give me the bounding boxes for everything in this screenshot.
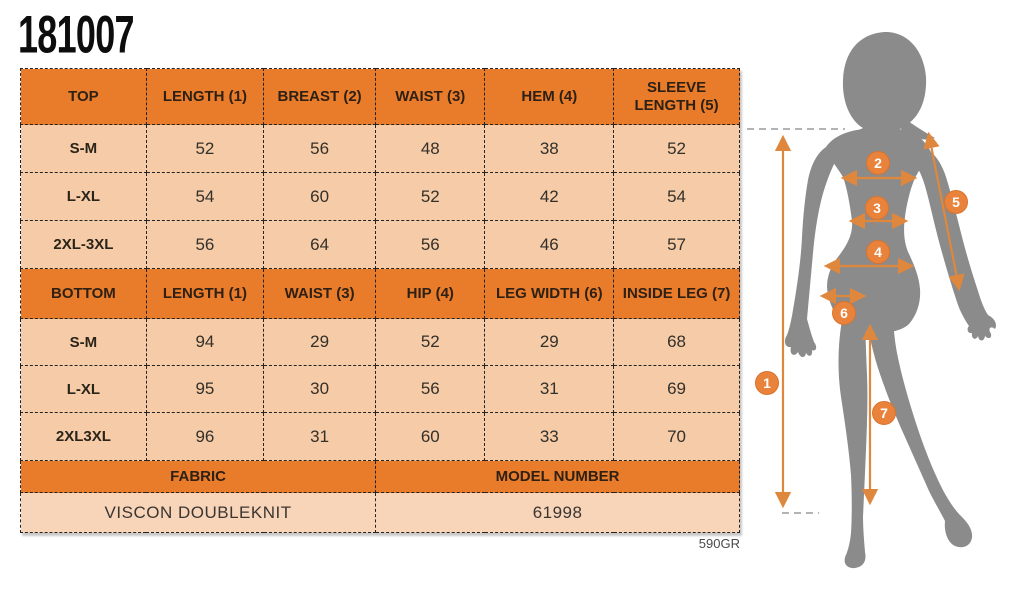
measurement-figure: 1 2 3 4 5 [745, 25, 1024, 581]
size-table: TOP LENGTH (1) BREAST (2) WAIST (3) HEM … [19, 68, 740, 533]
table-row: 2XL-3XL 56 64 56 46 57 [20, 220, 740, 269]
header-length-1: LENGTH (1) [145, 68, 265, 125]
top-header-row: TOP LENGTH (1) BREAST (2) WAIST (3) HEM … [20, 68, 740, 125]
size-label: L-XL [20, 172, 147, 221]
measurement-cell: 96 [145, 412, 265, 461]
table-row: S-M 94 29 52 29 68 [20, 318, 740, 366]
measurement-cell: 64 [262, 220, 377, 269]
header-top: TOP [20, 68, 147, 125]
measurement-cell: 42 [484, 172, 615, 221]
measurement-cell: 57 [613, 220, 740, 269]
header-waist-3: WAIST (3) [262, 268, 377, 319]
arrow-5-sleeve [923, 131, 965, 292]
header-fabric: FABRIC [19, 460, 377, 493]
measurement-cell: 70 [613, 412, 740, 461]
bottom-header-row: BOTTOM LENGTH (1) WAIST (3) HIP (4) LEG … [20, 268, 740, 319]
table-row: 2XL3XL 96 31 60 33 70 [20, 412, 740, 461]
marker-7: 7 [872, 401, 896, 425]
measurement-cell: 31 [262, 412, 377, 461]
fabric-weight-note: 590GR [698, 536, 740, 551]
size-label: 2XL3XL [20, 412, 147, 461]
size-label: 2XL-3XL [20, 220, 147, 269]
marker-1: 1 [755, 371, 779, 395]
marker-5: 5 [944, 190, 968, 214]
measurement-cell: 60 [375, 412, 486, 461]
marker-4: 4 [866, 240, 890, 264]
header-hem-4: HEM (4) [484, 68, 615, 125]
marker-2-label: 2 [874, 155, 882, 171]
measurement-cell: 29 [484, 318, 615, 366]
woman-silhouette-icon [784, 31, 997, 569]
marker-6-label: 6 [840, 305, 848, 321]
header-breast-2: BREAST (2) [262, 68, 377, 125]
header-model-number: MODEL NUMBER [375, 460, 740, 493]
measurement-cell: 56 [145, 220, 265, 269]
measurement-cell: 46 [484, 220, 615, 269]
measurement-cell: 54 [613, 172, 740, 221]
measurement-cell: 69 [613, 365, 740, 413]
marker-badges: 1 2 3 4 5 [755, 151, 968, 425]
header-sleeve-length-5: SLEEVE LENGTH (5) [613, 68, 740, 125]
measurement-cell: 54 [145, 172, 265, 221]
measurement-cell: 31 [484, 365, 615, 413]
measurement-cell: 52 [613, 124, 740, 173]
model-number-value: 61998 [375, 492, 740, 533]
marker-2: 2 [866, 151, 890, 175]
measurement-cell: 68 [613, 318, 740, 366]
marker-3-label: 3 [873, 200, 881, 216]
measurement-cell: 56 [262, 124, 377, 173]
header-length-1: LENGTH (1) [145, 268, 265, 319]
size-label: S-M [20, 124, 147, 173]
marker-6: 6 [832, 301, 856, 325]
measurement-cell: 60 [262, 172, 377, 221]
measurement-cell: 29 [262, 318, 377, 366]
header-inside-leg-7: INSIDE LEG (7) [613, 268, 740, 319]
table-row: L-XL 54 60 52 42 54 [20, 172, 740, 221]
measurement-cell: 95 [145, 365, 265, 413]
marker-3: 3 [865, 196, 889, 220]
info-header-row: FABRIC MODEL NUMBER [19, 460, 740, 493]
marker-7-label: 7 [880, 405, 888, 421]
product-code: 181007 [18, 5, 135, 64]
measurement-cell: 48 [375, 124, 486, 173]
header-leg-width-6: LEG WIDTH (6) [484, 268, 615, 319]
marker-5-label: 5 [952, 194, 960, 210]
header-bottom: BOTTOM [20, 268, 147, 319]
measurement-cell: 30 [262, 365, 377, 413]
measurement-cell: 52 [145, 124, 265, 173]
fabric-value: VISCON DOUBLEKNIT [19, 492, 377, 533]
measurement-cell: 56 [375, 220, 486, 269]
measurement-cell: 52 [375, 318, 486, 366]
table-row: S-M 52 56 48 38 52 [20, 124, 740, 173]
measurement-cell: 52 [375, 172, 486, 221]
header-waist-3: WAIST (3) [375, 68, 486, 125]
size-label: L-XL [20, 365, 147, 413]
measurement-cell: 38 [484, 124, 615, 173]
header-hip-4: HIP (4) [375, 268, 486, 319]
table-row: L-XL 95 30 56 31 69 [20, 365, 740, 413]
marker-1-label: 1 [763, 375, 771, 391]
info-value-row: VISCON DOUBLEKNIT 61998 [19, 492, 740, 533]
measurement-cell: 56 [375, 365, 486, 413]
measurement-cell: 94 [145, 318, 265, 366]
marker-4-label: 4 [874, 244, 882, 260]
measurement-cell: 33 [484, 412, 615, 461]
size-label: S-M [20, 318, 147, 366]
measurement-diagram: 1 2 3 4 5 [747, 31, 997, 569]
